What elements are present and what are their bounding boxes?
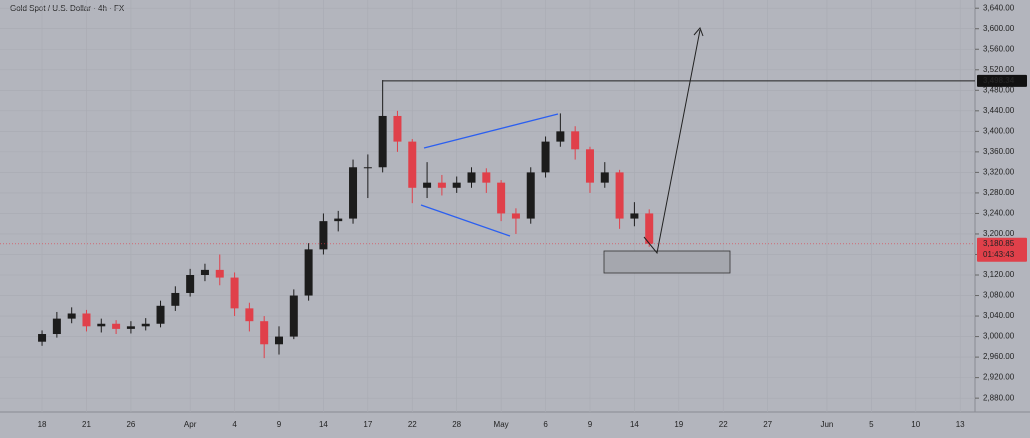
candle-body — [556, 131, 565, 142]
candle-body — [82, 313, 91, 327]
candle-body — [289, 295, 298, 337]
y-tick-label: 3,320.00 — [983, 168, 1015, 177]
candle-body — [200, 269, 209, 276]
x-tick-label: May — [494, 420, 509, 429]
candle-body — [349, 167, 358, 219]
candle-body — [52, 318, 61, 335]
x-tick-label: 4 — [232, 420, 237, 429]
last-price-label: 3,180.85 — [983, 239, 1015, 248]
triangle-lower-line — [420, 204, 511, 237]
x-tick-label: 9 — [277, 420, 282, 429]
candle-body — [274, 336, 283, 345]
candle-body — [67, 313, 76, 319]
y-tick-label: 2,880.00 — [983, 393, 1015, 402]
last-price-tag — [977, 237, 1027, 262]
x-tick-label: 22 — [408, 420, 417, 429]
candle-body — [260, 321, 269, 345]
candle-body — [319, 221, 328, 250]
x-tick-label: 19 — [674, 420, 683, 429]
y-tick-label: 3,560.00 — [983, 44, 1015, 53]
candle-body — [334, 218, 343, 222]
y-tick-label: 3,080.00 — [983, 291, 1015, 300]
candle-body — [126, 326, 135, 329]
y-tick-label: 3,360.00 — [983, 147, 1015, 156]
countdown-label: 01:43:43 — [983, 250, 1015, 259]
price-level-tag — [977, 74, 1027, 87]
y-tick-label: 3,280.00 — [983, 188, 1015, 197]
x-tick-label: 14 — [319, 420, 328, 429]
x-tick-label: 17 — [363, 420, 372, 429]
candle-body — [467, 172, 476, 183]
x-tick-label: 28 — [452, 420, 461, 429]
price-level-label: 3,498.34 — [983, 76, 1015, 85]
y-tick-label: 3,640.00 — [983, 3, 1015, 12]
candle-body — [585, 149, 594, 183]
candle-body — [112, 323, 121, 329]
candle-body — [38, 334, 47, 342]
triangle-upper-line — [423, 113, 559, 149]
x-tick-label: Jun — [820, 420, 833, 429]
arrow-head — [693, 27, 704, 37]
candle-body — [230, 277, 239, 309]
candle-body — [186, 275, 195, 293]
candle-body — [408, 141, 417, 188]
y-tick-label: 3,240.00 — [983, 209, 1015, 218]
y-tick-label: 3,120.00 — [983, 270, 1015, 279]
candle-body — [215, 269, 224, 278]
y-tick-label: 3,520.00 — [983, 65, 1015, 74]
candle-body — [304, 249, 313, 296]
candle-body — [645, 213, 654, 244]
candle-body — [497, 182, 506, 214]
y-tick-label: 2,960.00 — [983, 352, 1015, 361]
y-tick-label: 3,480.00 — [983, 85, 1015, 94]
y-tick-label: 3,000.00 — [983, 332, 1015, 341]
candle-body — [141, 323, 150, 327]
candle-body — [600, 172, 609, 183]
projection-arrow — [643, 29, 701, 255]
candle-body — [363, 167, 372, 169]
candle-body — [541, 141, 550, 173]
candle-body — [97, 323, 106, 327]
candle-body — [423, 182, 432, 188]
x-tick-label: Apr — [184, 420, 197, 429]
candle-body — [245, 308, 254, 322]
x-tick-label: 14 — [630, 420, 639, 429]
candle-body — [526, 172, 535, 219]
x-tick-label: 18 — [38, 420, 47, 429]
candle-body — [571, 131, 580, 150]
x-tick-label: 26 — [126, 420, 135, 429]
candle-body — [511, 213, 520, 219]
target-zone — [603, 250, 731, 274]
x-tick-label: 5 — [869, 420, 874, 429]
y-tick-label: 3,600.00 — [983, 24, 1015, 33]
x-tick-label: 21 — [82, 420, 91, 429]
candle-body — [437, 182, 446, 188]
x-tick-label: 13 — [956, 420, 965, 429]
chart-title: Gold Spot / U.S. Dollar · 4h · FX — [10, 4, 125, 13]
candle-body — [630, 213, 639, 219]
candle-body — [378, 115, 387, 168]
candle-body — [156, 305, 165, 324]
x-tick-label: 27 — [763, 420, 772, 429]
y-tick-label: 2,920.00 — [983, 373, 1015, 382]
y-tick-label: 3,400.00 — [983, 126, 1015, 135]
candle-body — [482, 172, 491, 183]
candle-body — [171, 292, 180, 306]
x-tick-label: 6 — [543, 420, 548, 429]
y-tick-label: 3,440.00 — [983, 106, 1015, 115]
y-tick-label: 3,200.00 — [983, 229, 1015, 238]
candle-body — [452, 182, 461, 188]
candle-body — [615, 172, 624, 219]
y-tick-label: 3,040.00 — [983, 311, 1015, 320]
candle-body — [393, 115, 402, 142]
x-tick-label: 22 — [719, 420, 728, 429]
x-tick-label: 9 — [588, 420, 593, 429]
x-tick-label: 10 — [911, 420, 920, 429]
